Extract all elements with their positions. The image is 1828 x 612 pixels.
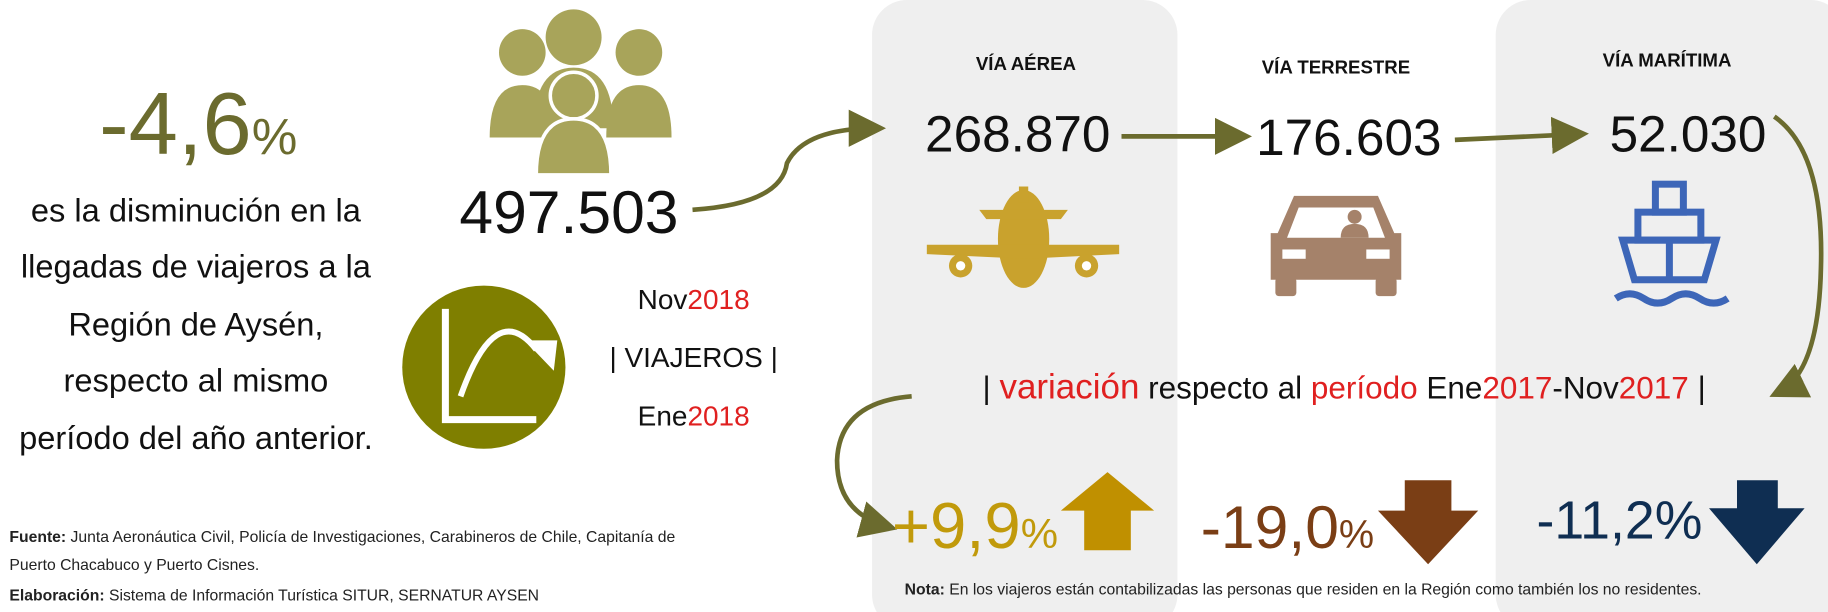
total: 497.503: [459, 178, 678, 246]
period-label: | VIAJEROS |: [609, 342, 777, 373]
mode-values: 268.870 176.603 52.030: [925, 106, 1766, 166]
mode-value: 268.870: [925, 106, 1110, 163]
description-line: Región de Aysén,: [68, 306, 323, 343]
elaboracion: Elaboración: Sistema de Información Turí…: [9, 587, 539, 604]
description-line: llegadas de viajeros a la: [21, 247, 372, 284]
period-start: Ene2018: [638, 400, 750, 431]
description-line: es la disminución en la: [31, 191, 362, 228]
mode-title: VÍA MARÍTIMA: [1603, 49, 1732, 70]
flow-arrows: [692, 109, 1824, 538]
period-end: Nov2018: [638, 284, 750, 315]
mode-value: 52.030: [1610, 106, 1767, 163]
down-arrow: [1709, 480, 1805, 565]
source: Fuente: Junta Aeronáutica Civil, Policía…: [9, 529, 675, 546]
description: es la disminución en la llegadas de viaj…: [19, 191, 373, 455]
variation: | variación respecto al período Ene2017-…: [983, 368, 1706, 407]
mode-value: 176.603: [1256, 109, 1441, 166]
headline: -4,6%: [99, 74, 297, 173]
car-icon: [1270, 195, 1402, 297]
change-maritima: -11,2%: [1536, 491, 1702, 551]
plane-icon: [926, 186, 1120, 288]
up-arrow: [1060, 472, 1155, 551]
change-terrestre: -19,0%: [1201, 493, 1374, 561]
period: Nov2018 | VIAJEROS | Ene2018: [609, 284, 777, 432]
mode-title: VÍA TERRESTRE: [1262, 56, 1410, 77]
trend-icon: [402, 285, 566, 449]
source: Puerto Chacabuco y Puerto Cisnes.: [9, 557, 259, 574]
description-line: respecto al mismo: [64, 362, 329, 399]
change-aerea: +9,9%: [892, 489, 1058, 562]
mode-titles: VÍA AÉREA VÍA TERRESTRE VÍA MARÍTIMA: [976, 49, 1732, 77]
panel-aerea: [872, 0, 1178, 612]
description-line: período del año anterior.: [19, 419, 373, 456]
mode-title: VÍA AÉREA: [976, 53, 1076, 74]
people-icon: [489, 9, 672, 177]
ship-icon: [1613, 180, 1730, 307]
note: Nota: En los viajeros están contabilizad…: [905, 582, 1702, 599]
down-arrow: [1377, 480, 1479, 565]
